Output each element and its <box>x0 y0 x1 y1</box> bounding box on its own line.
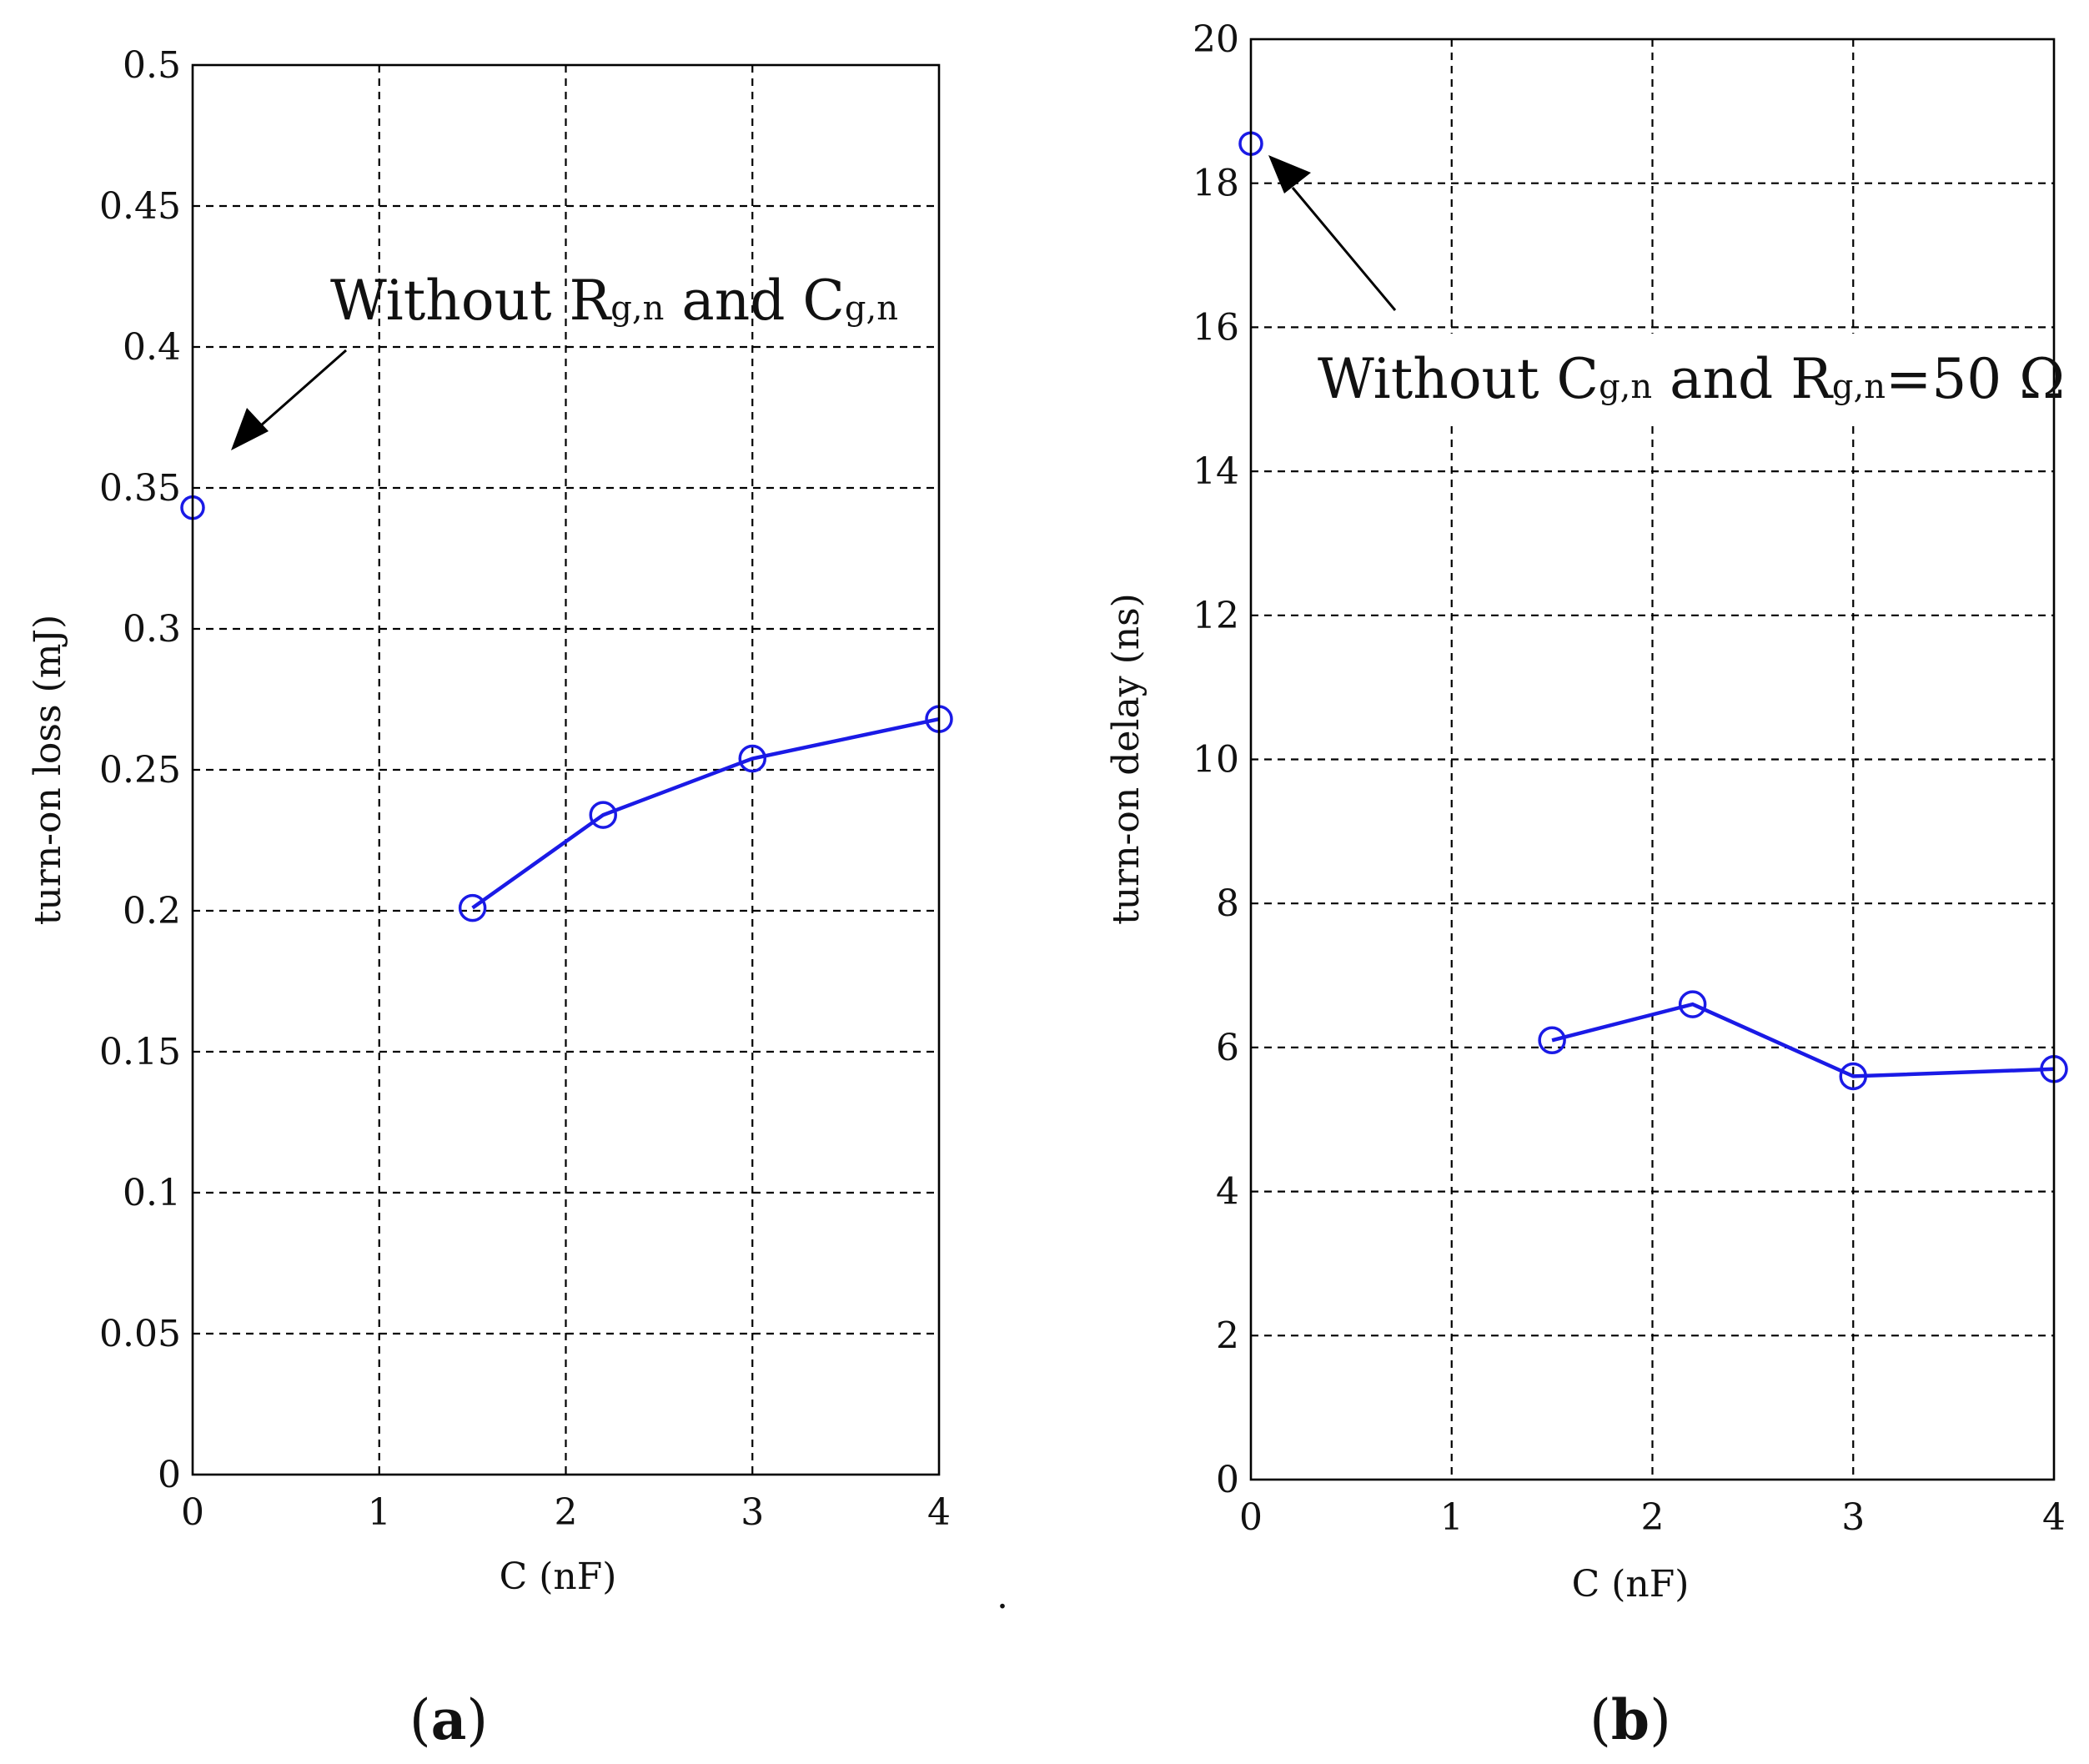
x-tick-label: 2 <box>1641 1496 1665 1539</box>
annotation-a-sub2: g,n <box>845 289 898 328</box>
y-tick-label: 0.4 <box>123 326 181 369</box>
y-tick-label: 16 <box>1193 306 1239 349</box>
y-tick-label: 0.2 <box>123 890 181 932</box>
annotation-b-sub1: g,n <box>1599 368 1652 406</box>
x-tick-label: 4 <box>927 1491 951 1534</box>
y-axis-label-b: turn-on delay (ns) <box>1105 593 1147 925</box>
series-b <box>1238 131 2068 1091</box>
data-point <box>1678 990 1707 1018</box>
annotation-a-part2: and C <box>664 269 845 333</box>
x-tick-label: 4 <box>2042 1496 2066 1539</box>
x-ticks-a: 0 1 2 3 4 <box>181 1491 951 1534</box>
y-tick-label: 10 <box>1193 739 1239 781</box>
x-tick-label: 0 <box>181 1491 204 1534</box>
annotation-arrow-b <box>1268 155 1397 311</box>
annotation-b-part3: =50 Ω <box>1886 347 2065 411</box>
panel-label-a-letter: a <box>431 1687 467 1752</box>
panel-label-b-letter: b <box>1611 1687 1650 1752</box>
x-ticks-b: 0 1 2 3 4 <box>1239 1496 2066 1539</box>
x-axis-label-a: C (nF) <box>500 1555 617 1598</box>
y-ticks-a: 0 0.05 0.1 0.15 0.2 0.25 0.3 0.35 0.4 0.45 0.5 <box>99 44 181 1496</box>
chart-panel-a: 0 0.05 0.1 0.15 0.2 0.25 0.3 0.35 0.4 0.45 0.5 0 1 2… <box>27 44 953 1752</box>
y-tick-label: 12 <box>1193 595 1239 637</box>
x-tick-label: 3 <box>741 1491 764 1534</box>
x-tick-label: 2 <box>555 1491 578 1534</box>
data-point <box>738 744 766 773</box>
plot-frame-b <box>1249 38 2056 1481</box>
plot-frame-a <box>191 63 941 1476</box>
y-tick-label: 0.1 <box>123 1172 181 1214</box>
annotation-a: Without Rg,n and Cg,n <box>330 269 898 333</box>
grid-a <box>193 65 939 1475</box>
data-point <box>458 893 487 922</box>
x-tick-label: 3 <box>1841 1496 1865 1539</box>
annotation-arrow-a <box>231 349 347 450</box>
y-tick-label: 0.15 <box>99 1031 181 1073</box>
data-point <box>589 801 617 829</box>
stray-dot: . <box>997 1575 1008 1617</box>
y-tick-label: 2 <box>1216 1314 1239 1357</box>
y-tick-label: 0.45 <box>99 185 181 228</box>
y-tick-label: 0.5 <box>123 44 181 87</box>
y-axis-label-a: turn-on loss (mJ) <box>27 615 69 925</box>
y-tick-label: 8 <box>1216 882 1239 925</box>
grid-b <box>1251 39 2054 1480</box>
data-point <box>1538 1026 1566 1055</box>
series-line <box>1551 1002 2055 1078</box>
annotation-b-part2: and R <box>1652 347 1834 411</box>
panel-label-a: (a) <box>409 1687 488 1752</box>
y-tick-label: 4 <box>1216 1171 1239 1214</box>
series-line <box>471 716 940 910</box>
y-tick-label: 0 <box>1216 1459 1239 1501</box>
annotation-a-part1: Without R <box>330 269 613 333</box>
y-tick-label: 6 <box>1216 1027 1239 1069</box>
annotation-b-backdrop <box>1313 334 2031 425</box>
panel-label-b: (b) <box>1589 1687 1671 1752</box>
y-tick-label: 14 <box>1193 450 1239 493</box>
y-tick-label: 0.35 <box>99 467 181 510</box>
y-ticks-b: 0 2 4 6 8 10 12 14 16 18 20 <box>1193 18 1239 1501</box>
annotation-b-part1: Without C <box>1318 347 1599 411</box>
x-tick-label: 1 <box>368 1491 391 1534</box>
x-tick-label: 1 <box>1440 1496 1464 1539</box>
y-tick-label: 0 <box>158 1454 181 1496</box>
x-tick-label: 0 <box>1239 1496 1263 1539</box>
annotation-b-sub2: g,n <box>1832 368 1886 406</box>
data-point <box>1839 1062 1867 1091</box>
y-tick-label: 0.05 <box>99 1313 181 1355</box>
y-tick-label: 20 <box>1193 18 1239 61</box>
x-axis-label-b: C (nF) <box>1572 1563 1690 1606</box>
annotation-b: Without Cg,n and Rg,n=50 Ω <box>1318 347 2065 411</box>
annotation-a-sub1: g,n <box>610 289 664 328</box>
y-tick-label: 0.25 <box>99 749 181 792</box>
y-tick-label: 0.3 <box>123 608 181 651</box>
y-tick-label: 18 <box>1193 163 1239 205</box>
